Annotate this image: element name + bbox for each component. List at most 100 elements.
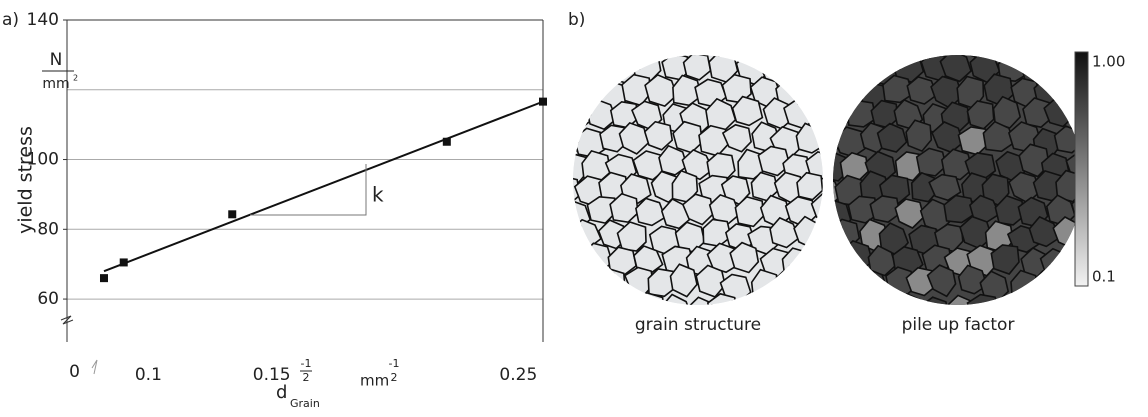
grain — [822, 79, 853, 109]
grain — [811, 295, 839, 325]
colorbar-min: 0.1 — [1092, 268, 1116, 286]
grain-structure-image — [544, 25, 867, 326]
y-tick-label: 80 — [37, 219, 59, 239]
grain — [586, 295, 614, 321]
y-unit: 2 — [73, 74, 78, 83]
grain — [553, 72, 579, 105]
grain — [809, 101, 839, 131]
x-axis-label: -1 — [301, 357, 312, 370]
image-caption: pile up factor — [902, 315, 1015, 335]
y-break-label: 0 — [69, 362, 80, 382]
x-unit: -1 — [389, 357, 400, 370]
grain — [723, 32, 751, 61]
grain — [563, 54, 593, 83]
x-axis-label: Grain — [290, 397, 320, 410]
grain — [880, 33, 910, 62]
grain — [857, 270, 887, 300]
data-point — [120, 258, 128, 266]
grain — [748, 25, 780, 55]
grain — [759, 291, 787, 319]
grain — [824, 100, 851, 128]
grain — [908, 30, 939, 61]
grain — [558, 293, 585, 323]
x-unit: 2 — [391, 371, 398, 384]
grain — [545, 31, 571, 61]
grain — [1020, 290, 1047, 318]
grain — [841, 241, 873, 271]
axis-break — [92, 360, 97, 374]
x-tick-label: 0.25 — [499, 365, 537, 385]
grain — [553, 127, 580, 158]
grain — [544, 265, 572, 295]
y-tick-label: 60 — [37, 289, 59, 309]
data-point — [539, 98, 547, 106]
grain — [648, 32, 680, 58]
grain — [810, 55, 839, 82]
data-point — [100, 274, 108, 282]
grain — [571, 26, 600, 57]
grain — [960, 28, 987, 58]
grain — [809, 242, 839, 272]
grain — [1040, 51, 1069, 79]
grain — [702, 27, 731, 58]
y-unit: N — [50, 50, 63, 70]
grain — [1085, 176, 1117, 208]
grain — [785, 298, 813, 326]
grain — [600, 30, 630, 58]
grain — [981, 32, 1013, 61]
grain — [570, 271, 600, 301]
grain — [820, 293, 846, 323]
grain — [573, 75, 601, 105]
x-unit: mm — [360, 372, 389, 390]
grain — [584, 53, 616, 85]
y-tick-label: 140 — [27, 10, 59, 30]
grain — [803, 33, 831, 64]
grain — [774, 30, 804, 57]
x-tick-label: 0.1 — [135, 365, 162, 385]
fit-line — [104, 102, 543, 272]
axis-break — [61, 316, 73, 324]
grain — [860, 30, 888, 59]
colorbar-max: 1.00 — [1092, 53, 1125, 71]
slope-label: k — [372, 183, 384, 207]
grain — [801, 271, 830, 302]
grain — [836, 50, 861, 82]
grain — [837, 297, 865, 324]
grain — [596, 269, 625, 298]
grain — [673, 32, 703, 58]
figure: a) b) grain structure pile up factor 1.0… — [0, 0, 1148, 417]
grain — [1093, 106, 1121, 136]
panel-label: a) — [2, 10, 19, 30]
grain — [820, 28, 850, 57]
grain — [1093, 198, 1123, 227]
grain — [800, 77, 829, 108]
grain — [823, 55, 853, 83]
data-point — [228, 210, 236, 218]
data-point — [443, 138, 451, 146]
grain — [831, 78, 859, 106]
grain — [544, 223, 575, 253]
grain — [822, 250, 850, 280]
grain — [812, 72, 838, 103]
y-axis-label: yield stress — [15, 126, 37, 234]
panel-label: b) — [568, 10, 585, 30]
image-caption: grain structure — [635, 315, 761, 335]
grain — [824, 270, 854, 300]
grain — [843, 292, 875, 323]
grain — [806, 268, 833, 294]
grain — [831, 26, 858, 56]
x-axis-label: d — [276, 382, 287, 403]
y-unit: mm — [42, 76, 69, 92]
grain — [872, 294, 899, 324]
grain — [560, 249, 588, 278]
grain — [620, 32, 650, 60]
grain — [847, 53, 876, 82]
colorbar — [1075, 52, 1088, 286]
grain — [1097, 296, 1127, 324]
grain — [1044, 298, 1071, 327]
grain — [783, 53, 810, 80]
x-axis-label: 2 — [303, 371, 310, 384]
grain — [801, 31, 829, 60]
grain — [1072, 295, 1102, 324]
grain — [1036, 31, 1064, 60]
